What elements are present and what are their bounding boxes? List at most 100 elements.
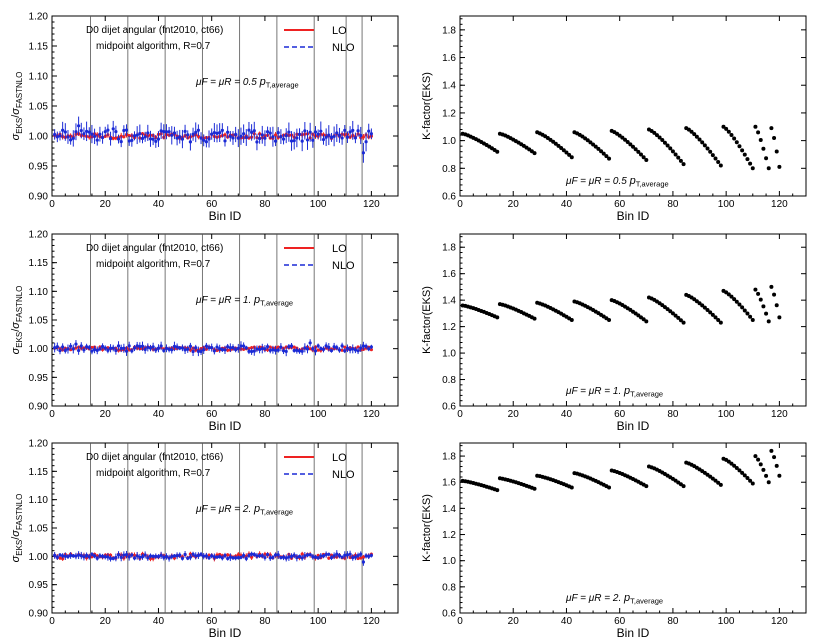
nlo-point bbox=[58, 134, 62, 138]
lo-point bbox=[58, 556, 62, 560]
nlo-point bbox=[138, 344, 142, 349]
kfactor-point bbox=[638, 152, 643, 157]
nlo-point bbox=[108, 556, 113, 561]
nlo-point bbox=[140, 136, 145, 141]
nlo-point bbox=[53, 346, 57, 350]
nlo-point bbox=[353, 555, 358, 559]
nlo-point bbox=[210, 346, 214, 350]
kfactor-point bbox=[702, 305, 707, 310]
ratio-panel-2: 0 20 40 60 80 100 120 0.90 0.95 1.00 1.05 1.10 1.15 1… bbox=[10, 230, 399, 433]
kfactor-point bbox=[732, 297, 737, 302]
nlo-point bbox=[255, 347, 259, 351]
scale-label: μF = μR = 1. pT,average bbox=[565, 385, 663, 399]
nlo-point bbox=[271, 135, 275, 139]
nlo-point bbox=[119, 140, 123, 144]
nlo-point bbox=[316, 132, 320, 136]
nlo-point bbox=[220, 556, 224, 560]
nlo-point bbox=[348, 552, 352, 556]
nlo-point bbox=[191, 552, 195, 556]
kfactor-point bbox=[761, 467, 766, 472]
y-tick-label: 0.95 bbox=[29, 373, 49, 384]
nlo-point bbox=[151, 554, 155, 559]
nlo-point bbox=[292, 348, 296, 353]
kfactor-point bbox=[692, 132, 697, 137]
y-tick-label: 0.95 bbox=[29, 580, 49, 591]
nlo-point bbox=[359, 133, 363, 138]
nlo-point bbox=[55, 345, 59, 349]
kfactor-point bbox=[774, 149, 779, 154]
nlo-point bbox=[77, 348, 81, 353]
nlo-point bbox=[297, 349, 302, 353]
kfactor-point bbox=[724, 126, 729, 131]
nlo-point bbox=[361, 560, 365, 564]
nlo-point bbox=[180, 556, 185, 561]
lo-point bbox=[127, 133, 131, 138]
nlo-point bbox=[204, 140, 208, 144]
nlo-point bbox=[292, 553, 296, 557]
nlo-point bbox=[159, 129, 163, 133]
nlo-point bbox=[234, 556, 238, 560]
nlo-point bbox=[276, 553, 280, 557]
x-tick-label: 20 bbox=[100, 199, 112, 210]
nlo-point bbox=[271, 348, 275, 352]
nlo-point bbox=[71, 347, 75, 351]
nlo-point bbox=[319, 346, 323, 351]
nlo-point bbox=[340, 136, 344, 140]
y-tick-label: 0.6 bbox=[442, 192, 456, 203]
nlo-point bbox=[79, 553, 83, 558]
y-tick-label: 1.8 bbox=[442, 25, 456, 36]
kfactor-point bbox=[678, 318, 683, 323]
kfactor-point bbox=[740, 305, 745, 310]
lo-point bbox=[340, 348, 344, 352]
nlo-point bbox=[287, 345, 291, 349]
nlo-point bbox=[69, 138, 73, 142]
nlo-point bbox=[116, 553, 121, 557]
nlo-point bbox=[343, 553, 347, 557]
nlo-point bbox=[252, 552, 256, 557]
x-tick-label: 120 bbox=[363, 199, 380, 210]
lo-point bbox=[308, 347, 312, 351]
kfactor-point bbox=[700, 140, 705, 145]
kfactor-point bbox=[596, 146, 601, 151]
lo-point bbox=[265, 348, 270, 352]
kfactor-point bbox=[569, 318, 574, 322]
nlo-point bbox=[305, 553, 310, 557]
kfactor-point bbox=[604, 154, 609, 159]
kfactor-point bbox=[718, 482, 723, 487]
lo-point bbox=[236, 553, 240, 557]
nlo-point bbox=[335, 131, 339, 135]
kfactor-point bbox=[737, 144, 742, 149]
nlo-point bbox=[273, 553, 278, 557]
scale-label: μF = μR = 2. pT,average bbox=[195, 503, 293, 517]
nlo-point bbox=[247, 349, 251, 353]
nlo-point bbox=[329, 348, 334, 353]
nlo-point bbox=[324, 135, 328, 139]
nlo-point bbox=[132, 556, 137, 560]
nlo-point bbox=[196, 349, 200, 353]
x-axis-label: Bin ID bbox=[209, 419, 242, 433]
lo-point bbox=[108, 553, 113, 557]
kfactor-point bbox=[495, 488, 500, 493]
kfactor-point bbox=[777, 315, 782, 320]
nlo-point bbox=[87, 346, 91, 350]
kfactor-panel-1: 0 20 40 60 80 100 120 0.6 0.8 1.0 1.2 1.4 1.6 1.8 Bin … bbox=[421, 15, 807, 223]
nlo-point bbox=[183, 348, 187, 352]
y-tick-label: 0.90 bbox=[29, 192, 49, 203]
nlo-point bbox=[194, 346, 198, 350]
kfactor-point bbox=[734, 299, 739, 304]
nlo-point bbox=[250, 130, 254, 135]
y-axis-label: K-factor(EKS) bbox=[421, 286, 433, 354]
y-tick-label: 1.00 bbox=[29, 552, 49, 563]
x-tick-label: 120 bbox=[363, 616, 380, 627]
nlo-point bbox=[188, 140, 192, 144]
nlo-point bbox=[319, 129, 323, 133]
x-tick-label: 20 bbox=[508, 199, 520, 210]
nlo-point bbox=[63, 130, 67, 134]
nlo-point bbox=[154, 139, 158, 144]
nlo-point bbox=[204, 344, 208, 348]
nlo-point bbox=[311, 347, 315, 351]
nlo-point bbox=[132, 346, 137, 350]
nlo-point bbox=[132, 134, 137, 138]
y-axis-label: σEKS/σFASTNLO bbox=[10, 72, 24, 141]
nlo-point bbox=[146, 131, 150, 135]
